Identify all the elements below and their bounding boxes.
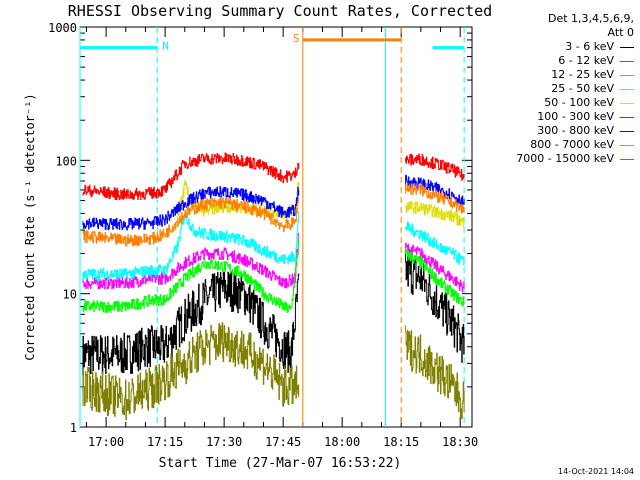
legend-label: 3 - 6 keV xyxy=(565,40,614,53)
y-tick-label: 100 xyxy=(55,154,77,168)
series-line-2-seg1 xyxy=(82,239,300,313)
legend-item: 300 - 800 keV xyxy=(482,124,634,138)
legend-item: 25 - 50 keV xyxy=(482,82,634,96)
legend-label: 25 - 50 keV xyxy=(551,82,614,95)
legend-label: 7000 - 15000 keV xyxy=(516,152,614,165)
x-tick-label: 17:00 xyxy=(88,435,124,449)
series-line-5-seg1 xyxy=(82,152,300,201)
y-tick-label: 10 xyxy=(63,288,77,302)
legend-header-line: Att 0 xyxy=(607,26,634,39)
annotation-label: N xyxy=(162,40,169,53)
legend-label: 6 - 12 keV xyxy=(558,54,614,67)
legend-swatch xyxy=(620,102,634,104)
x-tick-label: 18:30 xyxy=(442,435,478,449)
series-line-8-seg1 xyxy=(82,322,300,421)
series-line-3-seg2 xyxy=(405,221,465,266)
legend-item: 100 - 300 keV xyxy=(482,110,634,124)
series-line-4-seg2 xyxy=(405,201,465,229)
legend-header-line: Det 1,3,4,5,6,9, xyxy=(547,12,634,25)
legend-swatch xyxy=(620,158,634,160)
legend-label: 50 - 100 keV xyxy=(544,96,614,109)
legend-item: 800 - 7000 keV xyxy=(482,138,634,152)
series-line-1-seg2 xyxy=(405,242,465,293)
legend-swatch xyxy=(620,74,634,76)
legend-label: 300 - 800 keV xyxy=(537,124,614,137)
legend-swatch xyxy=(620,144,634,146)
legend-label: 12 - 25 keV xyxy=(551,68,614,81)
annotation-label: S xyxy=(293,32,300,45)
y-tick-label: 1 xyxy=(70,421,77,435)
legend-swatch xyxy=(620,130,634,132)
series-line-1-seg1 xyxy=(82,232,300,290)
x-tick-label: 17:15 xyxy=(147,435,183,449)
legend-item: 12 - 25 keV xyxy=(482,68,634,82)
legend-label: 800 - 7000 keV xyxy=(530,138,614,151)
legend-swatch xyxy=(620,46,634,48)
x-tick-label: 18:15 xyxy=(383,435,419,449)
series-line-5-seg2 xyxy=(405,153,465,181)
x-tick-label: 17:30 xyxy=(206,435,242,449)
legend-item: 7000 - 15000 keV xyxy=(482,152,634,166)
series-line-6-seg2 xyxy=(405,174,465,207)
y-tick-label: 1000 xyxy=(48,21,77,35)
series-line-7-seg1 xyxy=(82,197,300,247)
series-line-7-seg2 xyxy=(405,183,465,214)
legend-item: 3 - 6 keV xyxy=(482,40,634,54)
plot-area: 1000 100 10 1 17:00 17:15 17:30 17:45 18:00 18:15… xyxy=(48,21,478,449)
chart-title: RHESSI Observing Summary Count Rates, Co… xyxy=(68,2,492,20)
y-axis-label: Corrected Count Rate (s⁻¹ detector⁻¹) xyxy=(23,93,37,360)
timestamp: 14-Oct-2021 14:04 xyxy=(558,467,634,476)
x-tick-label: 17:45 xyxy=(265,435,301,449)
series-line-2-seg2 xyxy=(405,248,465,307)
series-line-6-seg1 xyxy=(82,186,300,231)
legend-swatch xyxy=(620,88,634,90)
series-line-8-seg2 xyxy=(405,325,465,420)
x-axis-label: Start Time (27-Mar-07 16:53:22) xyxy=(159,456,402,471)
series-line-0-seg1 xyxy=(82,271,300,377)
legend-label: 100 - 300 keV xyxy=(537,110,614,123)
x-tick-label: 18:00 xyxy=(324,435,360,449)
legend-swatch xyxy=(620,116,634,118)
legend-swatch xyxy=(620,60,634,62)
legend-item: 6 - 12 keV xyxy=(482,54,634,68)
series-line-3-seg1 xyxy=(82,211,300,281)
legend-item: 50 - 100 keV xyxy=(482,96,634,110)
legend: Det 1,3,4,5,6,9, Att 0 3 - 6 keV 6 - 12 ke… xyxy=(482,12,634,166)
